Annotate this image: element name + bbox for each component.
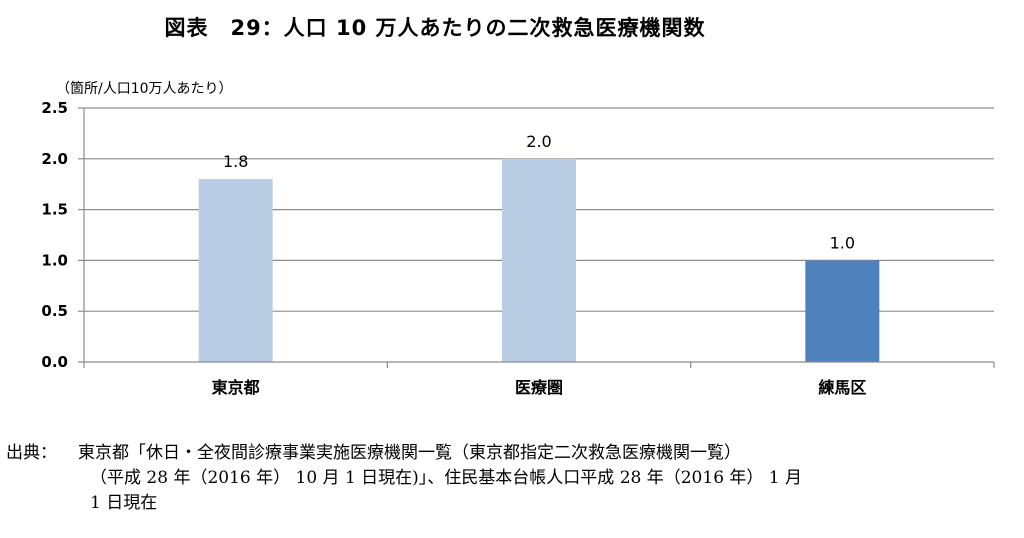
- bar-1: [198, 179, 273, 362]
- source-line-1: 東京都「休日・全夜間診療事業実施医療機関一覧（東京都指定二次救急医療機関一覧）: [78, 443, 741, 463]
- bars: [198, 158, 880, 362]
- y-axis-ticks: 0.0 0.5 1.0 1.5 2.0 2.5: [41, 99, 84, 371]
- x-category-label-1: 東京都: [212, 378, 260, 397]
- value-label-2: 2.0: [526, 132, 551, 151]
- source-label: 出典：: [6, 443, 57, 463]
- bar-3: [805, 260, 880, 362]
- y-tick-label: 1.0: [41, 251, 68, 269]
- x-category-label-3: 練馬区: [818, 378, 866, 397]
- source-line-2: （平成 28 年（2016 年） 10 月 1 日現在)」、住民基本台帳人口平成…: [90, 468, 803, 488]
- value-label-3: 1.0: [830, 233, 855, 252]
- value-labels: 1.8 2.0 1.0: [223, 132, 855, 253]
- y-tick-label: 2.0: [41, 150, 68, 168]
- y-tick-label: 0.5: [41, 302, 68, 320]
- figure-title: 図表 29：人口 10 万人あたりの二次救急医療機関数: [164, 16, 706, 40]
- bar-chart: 0.0 0.5 1.0 1.5 2.0 2.5 1.8 2.0 1.0 東京都 医療圏 練馬区: [41, 99, 995, 397]
- source-line-3: 1 日現在: [90, 493, 158, 513]
- y-tick-label: 0.0: [41, 353, 68, 371]
- value-label-1: 1.8: [223, 152, 248, 171]
- axes: [83, 108, 995, 368]
- y-axis-unit-label: （箇所/人口10万人あたり）: [56, 81, 233, 97]
- x-axis-labels: 東京都 医療圏 練馬区: [212, 378, 867, 397]
- x-category-label-2: 医療圏: [515, 378, 563, 397]
- y-tick-label: 2.5: [41, 99, 68, 117]
- bar-2: [502, 158, 576, 362]
- y-tick-label: 1.5: [41, 201, 68, 219]
